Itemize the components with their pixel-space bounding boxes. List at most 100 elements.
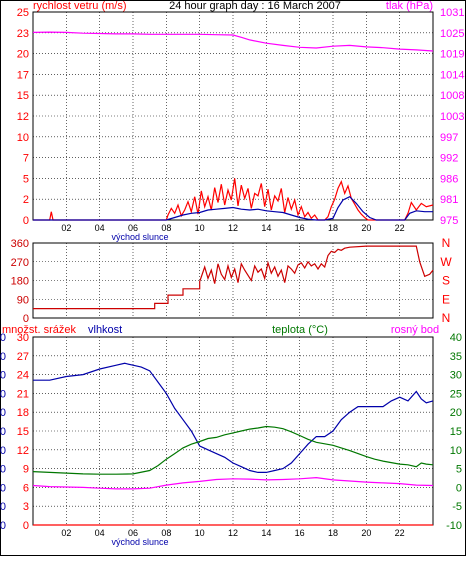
left-tick-label: 20 (17, 49, 29, 61)
x-tick-label: 10 (195, 223, 205, 233)
left-tick-label: 2 (23, 194, 29, 206)
compass-label: W (440, 255, 452, 269)
x-tick-label: 20 (361, 528, 371, 538)
x-tick-label: 04 (95, 528, 105, 538)
x-tick-label: 12 (228, 223, 238, 233)
temp-tick-label: -10 (446, 520, 462, 532)
direction-tick-label: 360 (11, 238, 29, 250)
x-tick-label: 22 (395, 528, 405, 538)
humidity-axis-title: vlhkost (88, 324, 122, 336)
humidity-tick-label: 10 (0, 501, 6, 513)
x-tick-label: 16 (295, 223, 305, 233)
rain-tick-label: 0 (23, 520, 29, 532)
chart-title: 24 hour graph day : 16 March 2007 (169, 0, 341, 12)
x-tick-label: 06 (128, 528, 138, 538)
x-tick-label: 02 (61, 528, 71, 538)
rain-tick-label: 6 (23, 482, 29, 494)
x-tick-label: 18 (328, 528, 338, 538)
right-tick-label: 986 (440, 173, 458, 185)
left-tick-label: 5 (23, 173, 29, 185)
right-tick-label: 981 (440, 194, 458, 206)
humidity-tick-label: 0 (0, 520, 6, 532)
x-tick-label: 08 (161, 223, 171, 233)
series-line-2 (33, 195, 433, 221)
temp-tick-label: 0 (456, 482, 462, 494)
rain-tick-label: 9 (23, 464, 29, 476)
climate-series-2 (32, 476, 434, 490)
series-line-0 (32, 31, 434, 52)
left-axis-title: rychlost vetru (m/s) (33, 0, 127, 12)
left-tick-label: 7 (23, 153, 29, 165)
temp-tick-label: -5 (452, 501, 462, 513)
compass-label: N (442, 311, 451, 325)
left-tick-label: 0 (23, 215, 29, 227)
rain-tick-label: 18 (17, 407, 29, 419)
compass-label: N (442, 236, 451, 250)
x-tick-label: 04 (95, 223, 105, 233)
x-tick-label: 22 (395, 223, 405, 233)
humidity-tick-label: 90 (0, 351, 6, 363)
humidity-tick-label: 20 (0, 482, 6, 494)
humidity-tick-label: 30 (0, 464, 6, 476)
right-tick-label: 1019 (440, 49, 464, 61)
x-tick-label: 16 (295, 528, 305, 538)
dewpoint-axis-title: rosný bod (391, 324, 439, 336)
rain-tick-label: 27 (17, 351, 29, 363)
temp-tick-label: 40 (450, 332, 462, 344)
temp-axis-title: teplota (°C) (272, 324, 328, 336)
humidity-tick-label: 80 (0, 370, 6, 382)
right-tick-label: 1025 (440, 28, 464, 40)
x-tick-label: 10 (195, 528, 205, 538)
direction-tick-label: 0 (23, 313, 29, 325)
right-tick-label: 992 (440, 153, 458, 165)
rain-tick-label: 3 (23, 501, 29, 513)
humidity-tick-label: 60 (0, 407, 6, 419)
climate-series-1 (32, 425, 434, 475)
direction-tick-label: 180 (11, 276, 29, 288)
x-axis-title: východ slunce (111, 537, 168, 547)
x-tick-label: 20 (361, 223, 371, 233)
temp-tick-label: 35 (450, 351, 462, 363)
right-tick-label: 975 (440, 215, 458, 227)
humidity-tick-label: 50 (0, 426, 6, 438)
rain-axis-title: množst. srážek (2, 324, 76, 336)
left-tick-label: 23 (17, 28, 29, 40)
x-tick-label: 14 (261, 528, 271, 538)
left-tick-label: 15 (17, 90, 29, 102)
temp-tick-label: 10 (450, 445, 462, 457)
temp-tick-label: 5 (456, 464, 462, 476)
direction-tick-label: 90 (17, 294, 29, 306)
direction-tick-label: 270 (11, 257, 29, 269)
temp-tick-label: 20 (450, 407, 462, 419)
temp-tick-label: 15 (450, 426, 462, 438)
humidity-tick-label: 70 (0, 388, 6, 400)
direction-series-0 (33, 245, 434, 310)
x-tick-label: 06 (128, 223, 138, 233)
rain-tick-label: 21 (17, 388, 29, 400)
rain-tick-label: 12 (17, 445, 29, 457)
left-tick-label: 17 (17, 69, 29, 81)
rain-tick-label: 15 (17, 426, 29, 438)
right-tick-label: 1031 (440, 7, 464, 19)
right-axis-title: tlak (hPa) (386, 0, 433, 12)
series-line-1 (33, 178, 434, 221)
x-tick-label: 14 (261, 223, 271, 233)
left-tick-label: 25 (17, 7, 29, 19)
x-tick-label: 08 (161, 528, 171, 538)
humidity-tick-label: 40 (0, 445, 6, 457)
climate-series-0 (33, 362, 434, 473)
x-axis-title: východ slunce (111, 232, 168, 242)
x-tick-label: 18 (328, 223, 338, 233)
left-tick-label: 12 (17, 111, 29, 123)
left-tick-label: 10 (17, 132, 29, 144)
compass-label: E (442, 292, 450, 306)
rain-tick-label: 24 (17, 370, 29, 382)
x-tick-label: 12 (228, 528, 238, 538)
humidity-tick-label: 100 (0, 332, 6, 344)
right-tick-label: 1014 (440, 69, 464, 81)
right-tick-label: 1008 (440, 90, 464, 102)
rain-tick-label: 30 (17, 332, 29, 344)
temp-tick-label: 30 (450, 370, 462, 382)
